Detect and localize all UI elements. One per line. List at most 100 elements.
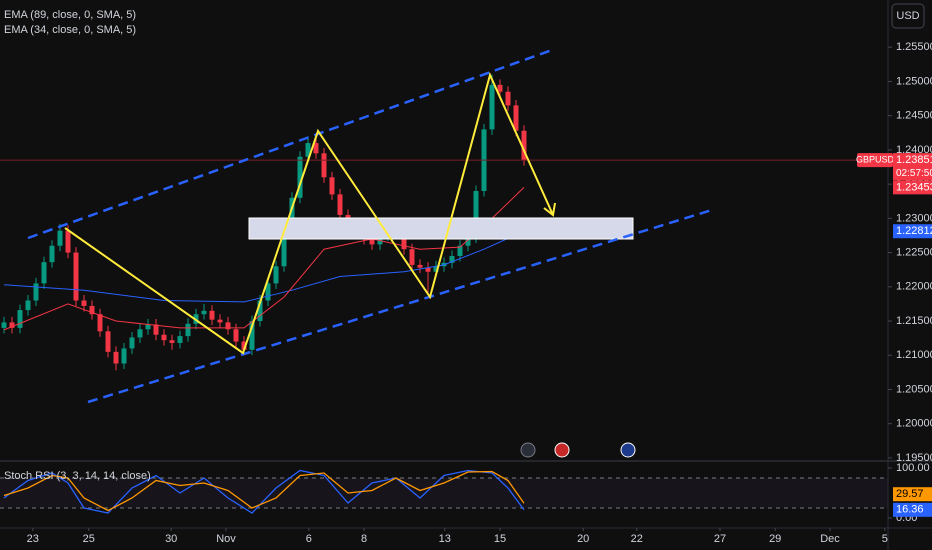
currency-button[interactable] xyxy=(891,3,925,29)
candle-body xyxy=(521,130,527,161)
candle-body xyxy=(9,322,15,328)
y-tick-label: 1.24000 xyxy=(896,144,932,156)
ema-value-label: 1.22812 xyxy=(896,225,932,237)
candle-body xyxy=(153,324,159,335)
stoch-tag xyxy=(893,502,932,517)
candle-body xyxy=(257,300,263,322)
candle-body xyxy=(265,283,271,301)
candle-body xyxy=(425,267,431,272)
last-price-label: 1.23851 xyxy=(896,154,932,166)
candle-body xyxy=(177,336,183,343)
candle-body xyxy=(417,264,423,268)
candle-body xyxy=(25,300,31,311)
candle-body xyxy=(161,334,167,341)
event-icon[interactable] xyxy=(620,442,636,458)
ema-tag xyxy=(893,180,932,195)
candle-body xyxy=(321,153,327,178)
y-tick-label: 1.22000 xyxy=(896,281,932,293)
candle-body xyxy=(105,331,111,352)
candle-body xyxy=(377,235,383,245)
candle-body xyxy=(81,300,87,306)
y-tick-label: 1.20500 xyxy=(896,383,932,395)
ema-value-label: 1.23453 xyxy=(896,181,932,193)
y-tick-label: 100.00 xyxy=(896,462,930,474)
symbol-label: GBPUSD xyxy=(856,154,895,164)
x-tick-label: Dec xyxy=(820,533,840,545)
candle-body xyxy=(465,237,471,246)
candle-body xyxy=(225,322,231,330)
y-tick-label: 1.23000 xyxy=(896,212,932,224)
candle-body xyxy=(65,230,71,253)
x-tick-label: 8 xyxy=(361,533,367,545)
stoch-line xyxy=(3,470,525,512)
candle-body xyxy=(249,321,255,350)
y-tick-label: 1.25000 xyxy=(896,75,932,87)
candle-body xyxy=(473,190,479,238)
x-tick-label: 22 xyxy=(631,533,643,545)
candle-body xyxy=(409,249,415,265)
candle-body xyxy=(497,84,503,92)
channel-lower xyxy=(87,208,713,404)
x-tick-label: 6 xyxy=(306,533,312,545)
candle-body xyxy=(97,314,103,332)
x-tick-label: 29 xyxy=(769,533,781,545)
candle-body xyxy=(89,305,95,315)
candle-body xyxy=(273,266,279,284)
x-tick-label: 13 xyxy=(439,533,451,545)
ema-tag xyxy=(893,224,932,239)
y-tick-label: 1.19500 xyxy=(896,452,932,464)
candle-body xyxy=(129,337,135,349)
stoch-tag xyxy=(893,487,932,502)
x-tick-label: 25 xyxy=(83,533,95,545)
candle-body xyxy=(241,341,247,350)
zigzag-arrow xyxy=(543,202,556,217)
candle-body xyxy=(41,262,47,284)
zigzag xyxy=(64,72,554,355)
candle-body xyxy=(17,310,23,328)
y-tick-label: 1.24500 xyxy=(896,110,932,122)
x-tick-label: 15 xyxy=(494,533,506,545)
candle-body xyxy=(513,105,519,131)
indicator-title: Stoch RSI (3, 3, 14, 14, close) xyxy=(4,470,151,482)
zone-box xyxy=(248,217,634,240)
candle-body xyxy=(33,283,39,301)
price-pane xyxy=(0,74,888,371)
x-tick-label: 23 xyxy=(27,533,39,545)
candle-body xyxy=(369,238,375,245)
y-tick-label: 1.21000 xyxy=(896,349,932,361)
ema-line xyxy=(3,230,525,303)
axes: 1.255001.250001.245001.240001.235001.230… xyxy=(27,41,932,545)
x-tick-label: 20 xyxy=(577,533,589,545)
event-icon[interactable] xyxy=(554,442,570,458)
candle-body xyxy=(489,84,495,130)
last-price-tag xyxy=(893,153,932,181)
candle-body xyxy=(201,310,207,315)
candle-body xyxy=(313,143,319,154)
legend-entry: EMA (89, close, 0, SMA, 5) xyxy=(4,9,136,21)
event-icon[interactable] xyxy=(520,442,536,458)
candle-body xyxy=(305,143,311,157)
candle-body xyxy=(329,177,335,195)
candle-body xyxy=(113,351,119,364)
symbol-tag xyxy=(857,153,893,168)
candle-body xyxy=(449,256,455,263)
x-tick-label: 27 xyxy=(714,533,726,545)
candle-body xyxy=(297,156,303,198)
channel-upper xyxy=(27,48,553,240)
candle-body xyxy=(505,91,511,106)
y-tick-label: 1.21500 xyxy=(896,315,932,327)
candle-body xyxy=(457,245,463,257)
candle-body xyxy=(1,322,7,328)
ema-line xyxy=(3,187,525,331)
candle-body xyxy=(233,329,239,342)
candle-body xyxy=(209,310,215,320)
y-tick-label: 1.25500 xyxy=(896,41,932,53)
candle-body xyxy=(145,324,151,330)
legend-entry: EMA (34, close, 0, SMA, 5) xyxy=(4,24,136,36)
x-tick-label: Nov xyxy=(216,533,236,545)
stoch-pane xyxy=(0,469,888,514)
candle-body xyxy=(433,266,439,272)
candle-body xyxy=(289,197,295,233)
